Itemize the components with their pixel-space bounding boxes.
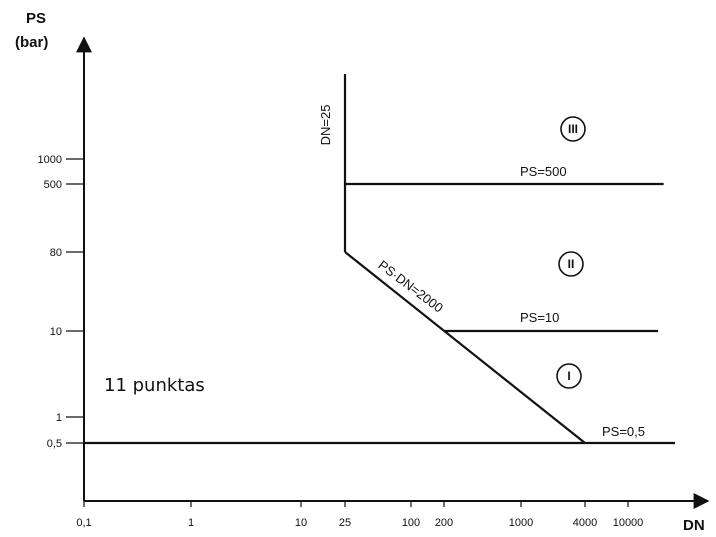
label-ps05: PS=0,5	[602, 424, 645, 439]
series-line-2	[344, 251, 586, 444]
y-tick-label: 0,5	[47, 438, 62, 450]
x-tick-label: 25	[339, 517, 351, 529]
x-tick-label: 10	[295, 517, 307, 529]
y-ticks: 0,5 1 10 80 500 1000	[38, 154, 84, 450]
y-tick-label: 500	[44, 179, 62, 191]
label-ps500: PS=500	[520, 164, 567, 179]
y-tick-label: 1000	[38, 154, 62, 166]
x-tick-label: 1000	[509, 517, 533, 529]
x-tick-label: 0,1	[76, 517, 91, 529]
x-tick-label: 1	[188, 517, 194, 529]
label-ps10: PS=10	[520, 310, 559, 325]
x-tick-label: 10000	[613, 517, 644, 529]
y-tick-label: 80	[50, 247, 62, 259]
y-axis-title-line1: PS	[26, 10, 46, 27]
zone-marker-iii: III	[560, 116, 586, 142]
x-tick-label: 200	[435, 517, 453, 529]
x-ticks: 0,1 1 10 25 100 200 1000 4000 10000	[76, 501, 643, 529]
label-dn25: DN=25	[318, 105, 333, 146]
series-lines	[84, 74, 675, 445]
x-axis-title: DN	[683, 517, 705, 534]
svg-text:I: I	[567, 369, 570, 383]
x-tick-label: 4000	[573, 517, 597, 529]
label-psdn: PS·DN=2000	[375, 257, 445, 315]
y-tick-label: 1	[56, 412, 62, 424]
x-tick-label: 100	[402, 517, 420, 529]
zone-marker-i: I	[556, 363, 582, 389]
svg-text:III: III	[568, 122, 578, 136]
y-tick-label: 10	[50, 326, 62, 338]
y-axis-title-line2: (bar)	[15, 34, 48, 51]
zone-marker-ii: II	[558, 251, 584, 277]
svg-text:II: II	[568, 257, 575, 271]
annotation-text: 11 punktas	[104, 375, 205, 396]
